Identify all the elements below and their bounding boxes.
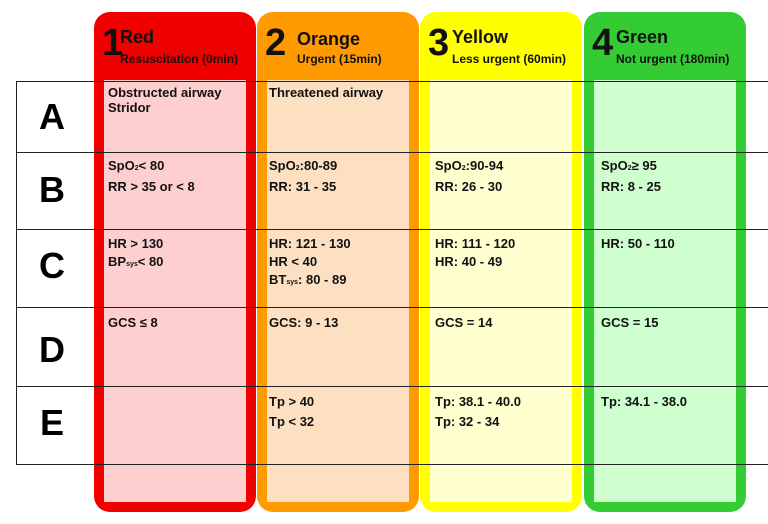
column-subtitle: Less urgent (60min) xyxy=(452,52,567,66)
column-title: Yellow xyxy=(452,27,509,47)
cell-c-red: HR > 130 BPsys< 80 xyxy=(108,236,164,269)
column-number: 3 xyxy=(428,22,450,64)
row-label-c: C xyxy=(39,245,65,286)
column-title: Green xyxy=(616,27,669,47)
column-number: 1 xyxy=(102,22,124,64)
cell-d-yellow: GCS = 14 xyxy=(435,315,493,330)
grid-line xyxy=(16,81,768,82)
grid-line xyxy=(16,464,768,465)
column-red-fill xyxy=(104,80,246,502)
column-number: 2 xyxy=(265,22,287,64)
grid-line xyxy=(16,152,768,153)
row-label-a: A xyxy=(39,96,65,137)
column-title: Red xyxy=(120,27,155,47)
grid-line xyxy=(16,307,768,308)
cell-e-orange: Tp > 40 Tp < 32 xyxy=(269,394,315,429)
grid-line-left xyxy=(16,81,17,465)
column-orange: 2 Orange Urgent (15min) xyxy=(257,12,419,512)
cell-e-yellow: Tp: 38.1 - 40.0 Tp: 32 - 34 xyxy=(435,394,521,429)
cell-b-red: SpO2< 80 RR > 35 or < 8 xyxy=(108,158,195,194)
column-subtitle: Resuscitation (0min) xyxy=(120,52,239,66)
grid-line xyxy=(16,229,768,230)
column-yellow-fill xyxy=(430,80,572,502)
column-red: 1 Red Resuscitation (0min) xyxy=(94,12,256,512)
cell-b-orange: SpO2:80-89 RR: 31 - 35 xyxy=(269,158,338,194)
cell-d-red: GCS ≤ 8 xyxy=(108,315,158,330)
cell-a-red: Obstructed airway Stridor xyxy=(108,85,222,115)
column-yellow-header: 3 Yellow Less urgent (60min) xyxy=(420,12,582,80)
column-number: 4 xyxy=(592,22,614,64)
row-label-e: E xyxy=(39,402,64,443)
cell-c-orange: HR: 121 - 130 HR < 40 BTsys: 80 - 89 xyxy=(269,236,351,287)
column-green: 4 Green Not urgent (180min) xyxy=(584,12,746,512)
cell-d-green: GCS = 15 xyxy=(601,315,659,330)
cell-d-orange: GCS: 9 - 13 xyxy=(269,315,339,330)
column-green-fill xyxy=(594,80,736,502)
row-label-d: D xyxy=(39,329,65,370)
cell-c-green: HR: 50 - 110 xyxy=(601,236,675,251)
column-orange-fill xyxy=(267,80,409,502)
cell-b-green: SpO2≥ 95 RR: 8 - 25 xyxy=(601,158,661,194)
cell-a-orange: Threatened airway xyxy=(269,85,384,100)
cell-e-green: Tp: 34.1 - 38.0 xyxy=(601,394,687,409)
column-yellow: 3 Yellow Less urgent (60min) xyxy=(420,12,582,512)
column-green-header: 4 Green Not urgent (180min) xyxy=(584,12,746,80)
column-subtitle: Not urgent (180min) xyxy=(616,52,730,66)
cell-c-yellow: HR: 111 - 120 HR: 40 - 49 xyxy=(435,236,516,269)
column-orange-header: 2 Orange Urgent (15min) xyxy=(257,12,419,80)
column-red-header: 1 Red Resuscitation (0min) xyxy=(94,12,256,80)
cell-b-yellow: SpO2:90-94 RR: 26 - 30 xyxy=(435,158,504,194)
column-title: Orange xyxy=(297,29,361,49)
row-label-b: B xyxy=(39,169,65,210)
column-subtitle: Urgent (15min) xyxy=(297,52,382,66)
grid-line xyxy=(16,386,768,387)
